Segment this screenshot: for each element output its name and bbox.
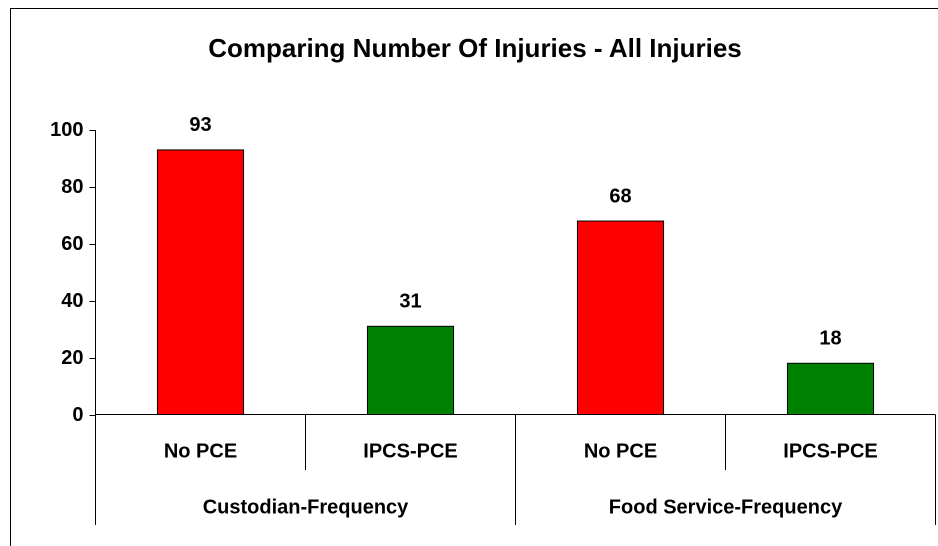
y-tick-label: 60 — [61, 233, 83, 255]
x-tick-label: IPCS-PCE — [363, 440, 457, 462]
y-tick-label: 100 — [50, 119, 83, 141]
y-tick-label: 20 — [61, 347, 83, 369]
y-tick-label: 0 — [72, 404, 83, 426]
chart-frame — [10, 8, 938, 546]
group-label: Custodian-Frequency — [203, 496, 409, 518]
x-tick-label: No PCE — [164, 440, 237, 462]
bar — [156, 149, 245, 415]
bar — [576, 220, 665, 415]
y-tick-label: 40 — [61, 290, 83, 312]
data-label: 68 — [609, 185, 631, 207]
bar — [786, 362, 875, 416]
y-tick-label: 80 — [61, 176, 83, 198]
bar — [366, 325, 455, 415]
data-label: 93 — [189, 114, 211, 136]
x-tick-label: IPCS-PCE — [783, 440, 877, 462]
group-label: Food Service-Frequency — [609, 496, 843, 518]
data-label: 31 — [399, 291, 421, 313]
chart-title: Comparing Number Of Injuries - All Injur… — [208, 33, 742, 63]
x-tick-label: No PCE — [584, 440, 657, 462]
data-label: 18 — [819, 328, 841, 350]
